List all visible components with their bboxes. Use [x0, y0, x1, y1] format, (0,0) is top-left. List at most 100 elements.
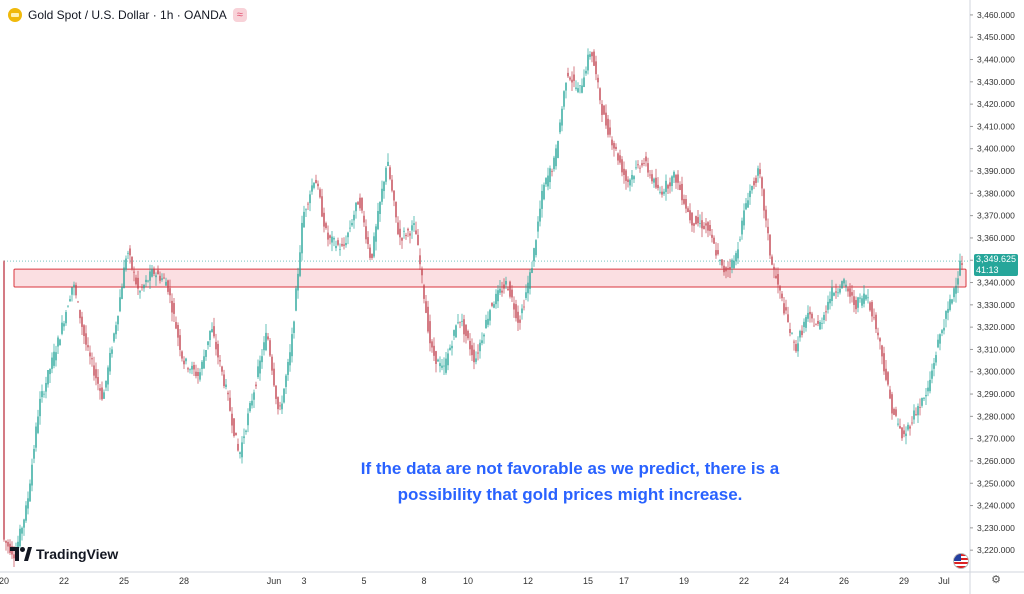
candle-body — [821, 322, 823, 324]
candle-body — [511, 289, 513, 298]
candle-body — [815, 324, 817, 326]
candle — [673, 170, 675, 184]
candle-body — [553, 157, 555, 170]
candle-body — [249, 403, 251, 412]
candle-body — [785, 307, 787, 311]
candle — [169, 279, 171, 304]
candle-body — [509, 281, 511, 297]
candle-body — [725, 267, 727, 272]
candle — [199, 368, 201, 382]
candle-body — [895, 409, 897, 416]
candle-body — [457, 322, 459, 324]
candle-body — [97, 377, 99, 384]
candle-body — [933, 363, 935, 369]
candle-body — [307, 203, 309, 205]
candle-body — [547, 175, 549, 187]
candle-body — [309, 194, 311, 204]
candle — [695, 215, 697, 225]
candle-body — [243, 436, 245, 439]
us-flag-icon[interactable] — [953, 553, 969, 569]
candle-body — [413, 223, 415, 225]
candle — [821, 317, 823, 330]
candle — [641, 159, 643, 168]
tradingview-logo-icon — [10, 547, 32, 561]
candle — [205, 349, 207, 361]
x-tick-label: 26 — [839, 576, 849, 586]
candle-body — [807, 312, 809, 319]
candle-body — [703, 225, 705, 229]
candle — [45, 376, 47, 399]
candle-body — [801, 330, 803, 335]
candle-body — [331, 236, 333, 243]
x-tick-label: 15 — [583, 576, 593, 586]
candle-body — [383, 181, 385, 192]
candle — [483, 333, 485, 344]
candle-body — [771, 256, 773, 265]
candle — [263, 336, 265, 356]
symbol-title[interactable]: Gold Spot / U.S. Dollar · 1h · OANDA — [28, 8, 227, 22]
candle — [901, 427, 903, 441]
candle-body — [77, 301, 79, 303]
candle-body — [939, 334, 941, 344]
candle — [183, 356, 185, 370]
candle-body — [923, 398, 925, 399]
candle — [797, 336, 799, 357]
candle — [433, 337, 435, 362]
candle — [597, 74, 599, 89]
candle-body — [425, 301, 427, 313]
candle-body — [837, 292, 839, 294]
candle-body — [749, 190, 751, 198]
candle — [105, 380, 107, 391]
candle — [915, 407, 917, 417]
candle — [365, 219, 367, 244]
candle-body — [483, 334, 485, 337]
candle-body — [275, 385, 277, 399]
candle — [953, 286, 955, 302]
candle — [917, 403, 919, 424]
candle — [3, 260, 5, 542]
candle-body — [353, 214, 355, 221]
candle-body — [171, 300, 173, 313]
candle — [889, 385, 891, 400]
candle-body — [559, 122, 561, 133]
candle-body — [607, 118, 609, 135]
wave-icon[interactable]: ≈ — [232, 8, 247, 22]
candle — [621, 156, 623, 177]
candle-body — [343, 244, 345, 246]
candle-body — [747, 200, 749, 208]
candle — [523, 299, 525, 311]
candle-body — [723, 265, 725, 273]
candle-body — [919, 407, 921, 408]
candle — [7, 539, 9, 554]
candle — [155, 272, 157, 286]
y-tick-label: 3,250.000 — [977, 478, 1015, 488]
candle-body — [775, 275, 777, 279]
candle — [709, 220, 711, 236]
candle — [27, 491, 29, 515]
settings-gear-icon[interactable]: ⚙ — [991, 574, 1001, 586]
candle-body — [891, 394, 893, 414]
candle — [325, 221, 327, 230]
candle — [323, 207, 325, 233]
candle — [131, 256, 133, 271]
y-tick-label: 3,220.000 — [977, 545, 1015, 555]
candle — [61, 315, 63, 336]
candle — [657, 177, 659, 191]
candle-body — [911, 422, 913, 424]
candle — [571, 71, 573, 91]
candle-body — [683, 198, 685, 204]
candle-body — [471, 345, 473, 356]
candle-body — [759, 169, 761, 175]
candle — [813, 318, 815, 327]
candle-body — [71, 287, 73, 295]
candle-body — [191, 365, 193, 370]
candle — [141, 283, 143, 291]
candle-body — [253, 392, 255, 400]
candle-body — [223, 374, 225, 387]
candle — [551, 168, 553, 177]
candle — [743, 203, 745, 230]
candle-body — [465, 324, 467, 336]
x-tick-label: 8 — [421, 576, 426, 586]
candle-body — [501, 290, 503, 293]
